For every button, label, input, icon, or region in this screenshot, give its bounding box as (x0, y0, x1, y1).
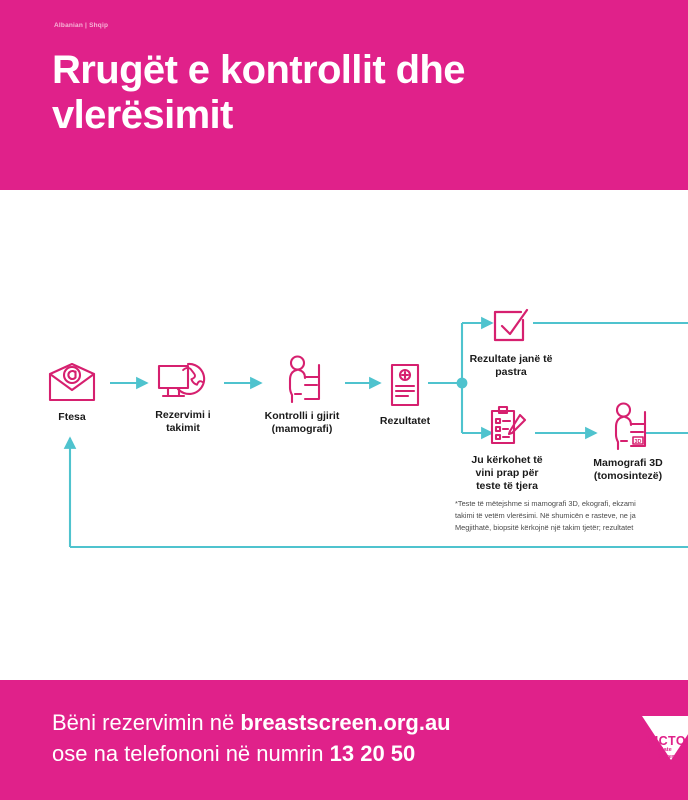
flowchart-canvas: Ftesa Rezervimi i takimit (0, 190, 688, 680)
flow-node-label: Ftesa (58, 411, 86, 423)
flow-node-rezervimi: Rezervimi i takimit (137, 358, 229, 435)
mammogram-3d-icon: 3D (614, 402, 647, 450)
mammogram-machine-icon (288, 355, 321, 403)
victoria-triangle-icon (642, 716, 688, 760)
footer-line-1: Bëni rezervimin në breastscreen.org.au (52, 707, 451, 738)
footer-line1-prefix: Bëni rezervimin në (52, 710, 241, 735)
footnote-text: *Teste të mëtejshme si mamografi 3D, eko… (455, 499, 636, 532)
footer-line2-prefix: ose na telefononi në numrin (52, 741, 330, 767)
victoria-government-logo: VICTO State Gover (642, 716, 688, 772)
flow-node-label: Mamografi 3D (tomosintezë) (593, 457, 663, 483)
flow-node-label: Rezervimi i takimit (155, 409, 211, 435)
flow-node-rezultatet: Rezultatet (366, 362, 444, 428)
flow-node-label: Ju kërkohet të vini prap për teste të tj… (471, 454, 543, 493)
header-banner: Albanian | Shqip Rrugët e kontrollit dhe… (0, 0, 688, 190)
report-document-icon (390, 363, 420, 407)
page-title: Rrugët e kontrollit dhe vlerësimit (52, 48, 465, 137)
flow-node-kerkohet: Ju kërkohet të vini prap për teste të tj… (455, 405, 559, 493)
svg-text:3D: 3D (635, 439, 642, 445)
victoria-wordmark: VICTO (646, 734, 686, 748)
footer-website-link[interactable]: breastscreen.org.au (240, 710, 451, 735)
language-tag: Albanian | Shqip (54, 22, 109, 29)
footer-contact-text: Bëni rezervimin në breastscreen.org.au o… (52, 707, 451, 769)
checkbox-tick-icon (493, 308, 529, 342)
flow-node-ftesa: Ftesa (34, 362, 110, 424)
victoria-logo-subtitle: State Gover (658, 747, 675, 760)
footer-banner: Bëni rezervimin në breastscreen.org.au o… (0, 680, 688, 800)
flow-node-rezultate-pastra: Rezultate janë të pastra (455, 308, 567, 379)
clipboard-pencil-icon (490, 405, 527, 445)
envelope-at-icon (48, 362, 96, 402)
flow-node-mamografi-3d: 3D Mamografi 3D (tomosintezë) (570, 402, 686, 483)
monitor-phone-icon (157, 362, 206, 398)
flow-node-kontrolli: Kontrolli i gjirit (mamografi) (250, 355, 354, 436)
flow-node-label: Rezultate janë të pastra (469, 353, 553, 379)
footer-line-2: ose na telefononi në numrin 13 20 50 (52, 738, 451, 769)
flow-node-label: Kontrolli i gjirit (mamografi) (264, 410, 340, 436)
footer-phone-number[interactable]: 13 20 50 (329, 741, 416, 767)
flow-node-label: Rezultatet (379, 415, 431, 427)
